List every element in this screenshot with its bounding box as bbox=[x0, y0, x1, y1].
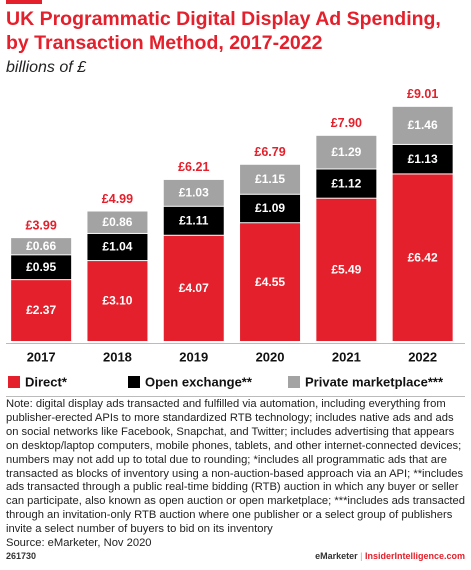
bar-segment bbox=[11, 280, 72, 341]
chart: UK Programmatic Digital Display Ad Spend… bbox=[6, 0, 465, 397]
site: InsiderIntelligence.com bbox=[364, 551, 465, 561]
value-label: £6.42 bbox=[408, 250, 438, 264]
bar-segment bbox=[11, 255, 72, 280]
bar-segment bbox=[316, 135, 377, 169]
value-label: £0.95 bbox=[26, 260, 56, 274]
x-tick-label: 2022 bbox=[408, 349, 437, 364]
value-label: £1.11 bbox=[179, 213, 209, 227]
bar-segment bbox=[163, 235, 224, 341]
value-label: £0.66 bbox=[26, 239, 56, 253]
chart-subtitle: billions of £ bbox=[6, 59, 87, 76]
value-label: £4.07 bbox=[179, 281, 209, 295]
total-label: £3.99 bbox=[26, 218, 57, 232]
bar-segment bbox=[316, 169, 377, 198]
value-label: £1.29 bbox=[331, 145, 361, 159]
value-label: £1.09 bbox=[255, 201, 285, 215]
legend-swatch bbox=[8, 376, 20, 388]
footer: 261730 eMarketer | InsiderIntelligence.c… bbox=[6, 551, 465, 561]
value-label: £1.46 bbox=[408, 118, 438, 132]
accent-bar bbox=[6, 0, 42, 4]
bar-segment bbox=[87, 211, 148, 233]
brand: eMarketer bbox=[315, 551, 358, 561]
bar-segment bbox=[392, 106, 453, 144]
legend-swatch bbox=[288, 376, 300, 388]
legend-label: Open exchange** bbox=[145, 374, 253, 389]
value-label: £5.49 bbox=[331, 263, 361, 277]
value-label: £3.10 bbox=[102, 294, 132, 308]
chart-title: by Transaction Method, 2017-2022 bbox=[6, 32, 323, 54]
total-label: £4.99 bbox=[102, 192, 133, 206]
bar-segment bbox=[163, 206, 224, 235]
x-tick-label: 2017 bbox=[27, 349, 56, 364]
bar-segment bbox=[87, 261, 148, 341]
bar-segment bbox=[392, 174, 453, 341]
value-label: £1.12 bbox=[331, 176, 361, 190]
x-tick-label: 2018 bbox=[103, 349, 132, 364]
x-tick-label: 2019 bbox=[179, 349, 208, 364]
bar-segment bbox=[240, 164, 301, 194]
legend-label: Direct* bbox=[25, 374, 68, 389]
bar-segment bbox=[87, 233, 148, 261]
legend-swatch bbox=[128, 376, 140, 388]
value-label: £1.03 bbox=[179, 186, 209, 200]
total-label: £6.21 bbox=[178, 160, 209, 174]
value-label: £2.37 bbox=[26, 303, 56, 317]
bar-segment bbox=[240, 223, 301, 341]
source: Source: eMarketer, Nov 2020 bbox=[6, 537, 152, 550]
value-label: £4.55 bbox=[255, 275, 285, 289]
bar-segment bbox=[240, 194, 301, 223]
total-label: £9.01 bbox=[407, 87, 438, 101]
value-label: £1.13 bbox=[408, 152, 438, 166]
total-label: £6.79 bbox=[254, 145, 285, 159]
note: Note: digital display ads transacted and… bbox=[6, 398, 468, 551]
note-text: Note: digital display ads transacted and… bbox=[6, 398, 465, 536]
chart-title: UK Programmatic Digital Display Ad Spend… bbox=[6, 8, 441, 30]
chart-id: 261730 bbox=[6, 551, 37, 561]
total-label: £7.90 bbox=[331, 116, 362, 130]
value-label: £1.15 bbox=[255, 172, 285, 186]
bar-segment bbox=[11, 238, 72, 255]
value-label: £1.04 bbox=[102, 240, 132, 254]
x-tick-label: 2020 bbox=[256, 349, 285, 364]
bar-segment bbox=[316, 198, 377, 341]
bar-segment bbox=[392, 144, 453, 174]
bar-segment bbox=[163, 179, 224, 206]
brand-block: eMarketer | InsiderIntelligence.com bbox=[315, 551, 465, 561]
legend-label: Private marketplace*** bbox=[305, 374, 444, 389]
x-tick-label: 2021 bbox=[332, 349, 361, 364]
value-label: £0.86 bbox=[102, 215, 132, 229]
